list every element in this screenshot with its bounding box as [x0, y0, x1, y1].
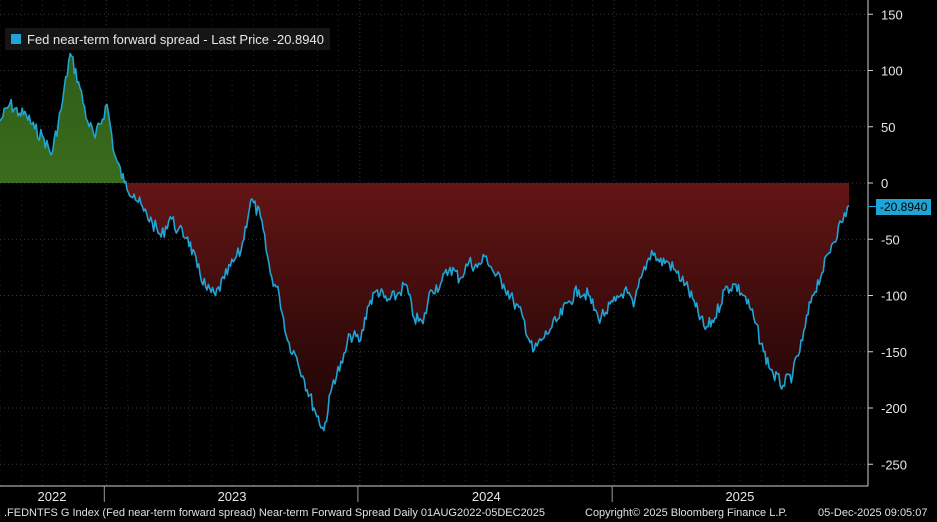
- x-tick-label: 2024: [472, 489, 501, 504]
- footer-index-description: .FEDNTFS G Index (Fed near-term forward …: [4, 507, 546, 519]
- chart-axes: 150 100 50 0 -50 -100 -150 -200 -250 2022 2023 2024…: [0, 0, 907, 504]
- positive-area-fill: [0, 53, 849, 183]
- y-tick-label: 0: [881, 176, 888, 191]
- y-tick-label: -250: [881, 457, 907, 472]
- footer-copyright: Copyright© 2025 Bloomberg Finance L.P.: [585, 507, 788, 519]
- y-tick-label: 50: [881, 120, 895, 135]
- legend-label: Fed near-term forward spread - Last Pric…: [27, 31, 324, 47]
- chart-series: [0, 52, 850, 432]
- chart-gridlines: [0, 0, 868, 486]
- y-tick-label: 150: [881, 7, 903, 22]
- x-tick-label: 2023: [218, 489, 247, 504]
- chart-footer: .FEDNTFS G Index (Fed near-term forward …: [0, 504, 937, 522]
- legend-swatch: [11, 34, 21, 44]
- series-line: [0, 52, 850, 432]
- x-tick-label: 2022: [38, 489, 67, 504]
- y-tick-label: 100: [881, 64, 903, 79]
- y-tick-label: -50: [881, 232, 900, 247]
- last-value-tag: -20.8940: [876, 199, 932, 215]
- x-tick-label: 2025: [725, 489, 754, 504]
- y-tick-label: -100: [881, 289, 907, 304]
- y-tick-label: -200: [881, 401, 907, 416]
- footer-timestamp: 05-Dec-2025 09:05:07: [818, 507, 928, 519]
- chart-area-fills: [0, 53, 849, 431]
- y-tick-label: -150: [881, 345, 907, 360]
- chart-legend: Fed near-term forward spread - Last Pric…: [5, 28, 330, 50]
- negative-area-fill: [0, 183, 849, 431]
